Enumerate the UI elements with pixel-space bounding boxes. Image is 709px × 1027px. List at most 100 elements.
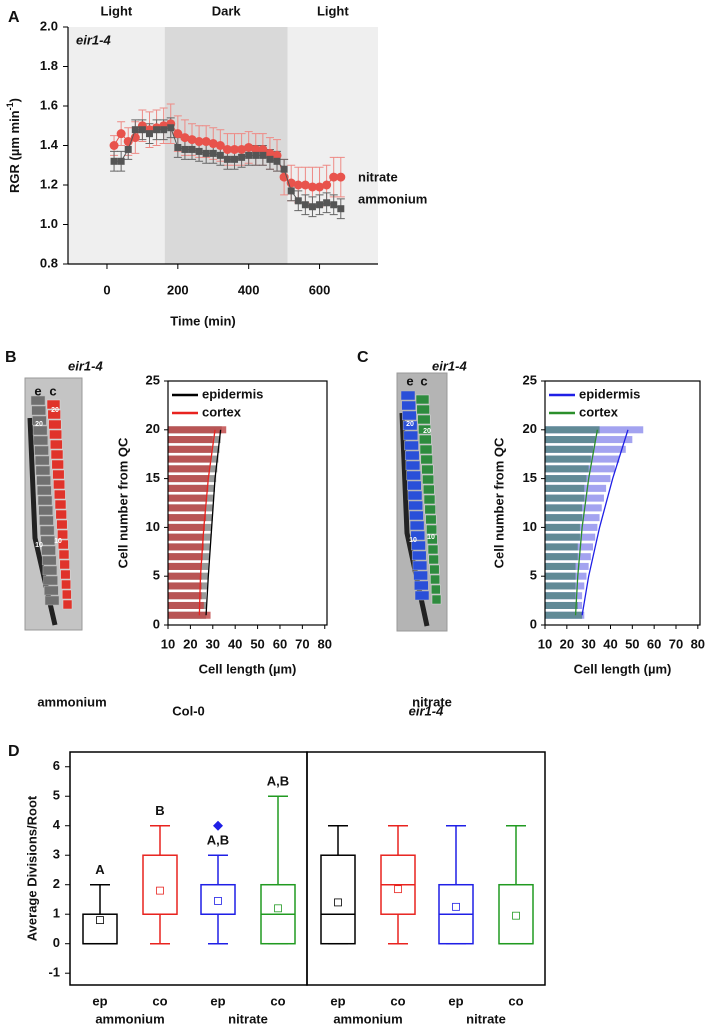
data-point: [287, 187, 295, 195]
y-axis-label: Cell number from QC: [491, 437, 506, 568]
column-label: e: [406, 373, 413, 388]
data-point: [244, 142, 254, 152]
bar: [168, 553, 203, 561]
epidermis-cell: [409, 510, 424, 521]
data-point: [301, 201, 309, 209]
x-tick-label: 0: [103, 282, 110, 297]
cortex-cell: [49, 429, 63, 440]
data-point: [194, 137, 204, 147]
data-point: [322, 180, 332, 190]
epidermis-cell: [39, 525, 55, 536]
bar: [168, 426, 227, 434]
data-point: [109, 141, 119, 150]
x-tick-label: 60: [647, 636, 661, 651]
data-point: [117, 157, 125, 165]
epidermis-cell: [408, 500, 423, 511]
bar: [168, 455, 211, 463]
x-tick-label: 20: [183, 636, 197, 651]
group-label: eir1-4: [409, 703, 444, 718]
bar: [545, 611, 583, 619]
epidermis-cell: [32, 415, 47, 426]
data-point: [265, 148, 275, 158]
x-tick-label: 40: [603, 636, 617, 651]
x-tick-label: 30: [206, 636, 220, 651]
significance-letter: A,B: [267, 774, 289, 789]
y-tick-label: 25: [523, 372, 537, 387]
y-tick-label: 0: [530, 616, 537, 631]
bar: [545, 465, 589, 473]
data-point: [167, 124, 175, 132]
region-label: Light: [100, 3, 132, 18]
cortex-cell: [52, 469, 65, 480]
epidermis-cell: [41, 555, 57, 566]
x-tick-label: 70: [295, 636, 309, 651]
legend-label: epidermis: [579, 386, 640, 401]
epidermis-cell: [404, 450, 420, 461]
x-tick-label: 80: [318, 636, 332, 651]
bar: [168, 611, 211, 619]
treatment-label: nitrate: [466, 1011, 506, 1026]
cortex-cell: [58, 549, 70, 560]
cortex-cell: [430, 574, 441, 585]
treatment-label: nitrate: [228, 1011, 268, 1026]
data-point: [188, 145, 196, 153]
cell-label: 10: [35, 542, 43, 549]
epidermis-cell: [43, 575, 58, 586]
cell-label: 20: [35, 421, 43, 428]
bar: [168, 475, 209, 483]
epidermis-cell: [414, 590, 430, 601]
region-label: Dark: [212, 3, 242, 18]
data-point: [222, 144, 232, 154]
x-tick-label: co: [508, 993, 523, 1008]
data-point: [307, 182, 317, 192]
data-point: [336, 172, 346, 182]
panel-letter: B: [5, 349, 17, 366]
epidermis-cell: [413, 570, 428, 581]
cortex-cell: [423, 494, 436, 505]
box: [142, 854, 178, 915]
bar: [168, 592, 202, 600]
y-tick-label: 5: [53, 788, 60, 803]
cortex-cell: [429, 564, 440, 575]
bar: [545, 504, 583, 512]
data-point: [215, 141, 225, 150]
x-tick-label: ep: [448, 993, 463, 1008]
cell-label: 20: [51, 407, 59, 414]
y-tick-label: 0: [53, 935, 60, 950]
y-tick-label: 1.0: [40, 216, 58, 231]
y-tick-label: 0: [153, 616, 160, 631]
outlier: [213, 820, 223, 831]
cortex-cell: [62, 599, 73, 610]
legend-label: cortex: [579, 404, 619, 419]
data-point: [238, 153, 246, 161]
y-tick-label: 20: [523, 421, 537, 436]
y-tick-label: 10: [146, 519, 160, 534]
y-tick-label: 2: [53, 876, 60, 891]
y-tick-label: 15: [146, 470, 160, 485]
epidermis-cell: [35, 465, 51, 476]
legend-label: ammonium: [358, 191, 427, 206]
column-label: e: [34, 383, 41, 398]
legend-label: nitrate: [358, 169, 398, 184]
y-tick-label: 1.8: [40, 58, 58, 73]
x-axis-label: Time (min): [170, 313, 236, 328]
x-tick-label: 400: [238, 282, 260, 297]
data-point: [258, 144, 268, 154]
x-tick-label: ep: [92, 993, 107, 1008]
cell-label: 10: [409, 537, 417, 544]
y-tick-label: 2.0: [40, 18, 58, 33]
mean-marker: [214, 897, 222, 905]
epidermis-cell: [30, 395, 46, 406]
image-title: eir1-4: [68, 358, 103, 373]
cortex-cell: [418, 424, 432, 435]
epidermis-cell: [34, 445, 49, 456]
x-tick-label: 30: [581, 636, 595, 651]
treatment-label: ammonium: [333, 1011, 402, 1026]
y-tick-label: 15: [523, 470, 537, 485]
significance-letter: B: [155, 803, 164, 818]
y-tick-label: 5: [530, 568, 537, 583]
data-point: [145, 130, 153, 138]
x-tick-label: co: [270, 993, 285, 1008]
data-point: [323, 199, 331, 207]
